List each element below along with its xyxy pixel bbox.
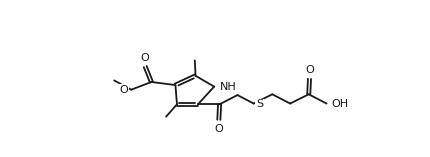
Text: O: O [141, 53, 150, 63]
Text: OH: OH [331, 99, 348, 109]
Text: S: S [256, 99, 263, 109]
Text: O: O [215, 124, 223, 134]
Text: O: O [120, 85, 128, 95]
Text: O: O [305, 65, 314, 75]
Text: NH: NH [220, 82, 237, 92]
